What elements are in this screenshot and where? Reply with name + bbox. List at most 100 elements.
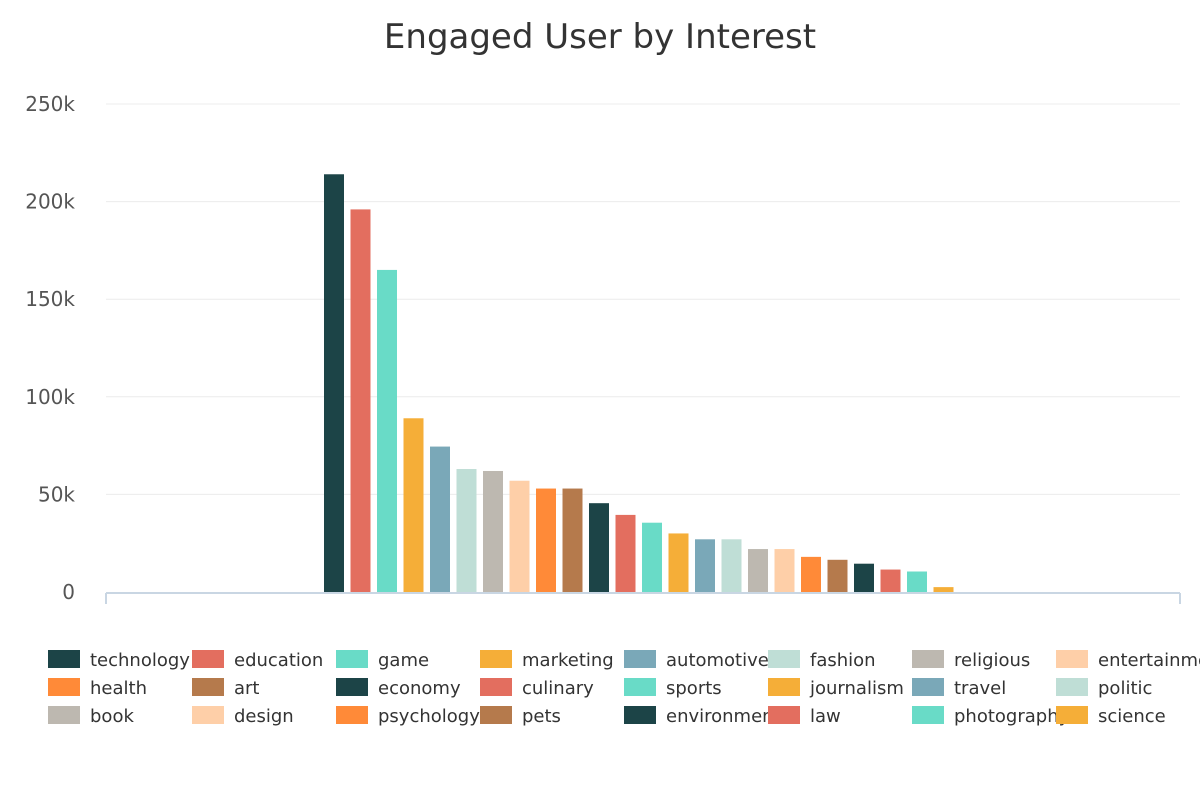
legend-swatch [480,650,512,668]
legend-label: religious [954,650,1030,671]
bar-book[interactable] [748,549,768,592]
legend-swatch [1056,678,1088,696]
legend-swatch [48,706,80,724]
legend-label: economy [378,678,461,699]
legend-item-politic[interactable]: politic [1056,678,1152,699]
bar-photography[interactable] [907,571,927,592]
y-tick-label: 250k [25,92,75,116]
legend-item-pets[interactable]: pets [480,706,561,727]
bar-education[interactable] [350,209,371,592]
legend-item-book[interactable]: book [48,706,134,727]
legend-label: automotive [666,650,769,671]
legend-label: journalism [809,678,904,699]
legend-swatch [912,678,944,696]
bar-automotive[interactable] [430,446,450,592]
y-tick-label: 150k [25,287,75,311]
legend-label: technology [90,650,190,671]
legend-label: fashion [810,650,876,671]
bar-environment[interactable] [854,563,874,592]
chart-title: Engaged User by Interest [384,17,816,57]
legend-item-marketing[interactable]: marketing [480,650,614,671]
legend-swatch [768,678,800,696]
legend-label: law [810,706,841,727]
legend-label: book [90,706,134,727]
legend-label: marketing [522,650,614,671]
legend-swatch [192,706,224,724]
legend-swatch [624,650,656,668]
legend-label: photography [954,706,1070,727]
legend-swatch [768,706,800,724]
legend-label: design [234,706,294,727]
bar-religious[interactable] [483,470,503,592]
legend-label: sports [666,678,722,699]
legend-swatch [480,706,512,724]
legend: technology education game marketing automoti… [48,650,1200,727]
bar-fashion[interactable] [456,469,477,592]
bar-psychology[interactable] [801,556,821,592]
legend-item-entertainment[interactable]: entertainment [1056,650,1200,671]
legend-swatch [336,678,368,696]
legend-label: environment [666,706,781,727]
legend-item-fashion[interactable]: fashion [768,650,876,671]
y-tick-label: 50k [38,482,75,506]
legend-item-game[interactable]: game [336,650,429,671]
legend-label: art [234,678,260,699]
legend-swatch [192,678,224,696]
bar-entertainment[interactable] [509,480,530,592]
bar-health[interactable] [536,488,556,592]
y-tick-label: 100k [25,385,75,409]
bar-sports[interactable] [642,522,662,592]
bar-marketing[interactable] [403,418,424,592]
legend-swatch [48,650,80,668]
legend-swatch [336,650,368,668]
bar-pets[interactable] [827,559,848,592]
legend-item-economy[interactable]: economy [336,678,461,699]
legend-label: game [378,650,429,671]
bar-art[interactable] [562,488,583,592]
legend-swatch [1056,706,1088,724]
legend-item-photography[interactable]: photography [912,706,1070,727]
legend-item-journalism[interactable]: journalism [768,678,904,699]
bar-design[interactable] [774,549,795,592]
legend-swatch [336,706,368,724]
legend-item-education[interactable]: education [192,650,323,671]
bar-economy[interactable] [589,503,609,592]
legend-item-religious[interactable]: religious [912,650,1030,671]
legend-item-design[interactable]: design [192,706,294,727]
legend-item-science[interactable]: science [1056,706,1166,727]
bar-culinary[interactable] [615,514,636,592]
bar-science[interactable] [933,587,954,592]
legend-label: entertainment [1098,650,1200,671]
legend-item-law[interactable]: law [768,706,841,727]
legend-swatch [624,678,656,696]
legend-label: travel [954,678,1006,699]
legend-item-automotive[interactable]: automotive [624,650,769,671]
bar-journalism[interactable] [668,533,689,592]
legend-item-travel[interactable]: travel [912,678,1006,699]
y-axis-ticks: 0 50k 100k 150k 200k 250k [25,92,75,604]
legend-label: pets [522,706,561,727]
bar-politic[interactable] [721,539,742,592]
bar-game[interactable] [377,269,397,592]
bar-law[interactable] [880,569,901,592]
bar-technology[interactable] [324,174,344,592]
legend-swatch [1056,650,1088,668]
legend-label: culinary [522,678,594,699]
legend-swatch [912,706,944,724]
grid-lines [106,103,1180,495]
legend-item-culinary[interactable]: culinary [480,678,594,699]
legend-item-art[interactable]: art [192,678,260,699]
legend-item-technology[interactable]: technology [48,650,190,671]
legend-label: health [90,678,147,699]
legend-item-health[interactable]: health [48,678,147,699]
legend-swatch [768,650,800,668]
legend-label: science [1098,706,1166,727]
bar-travel[interactable] [695,539,715,592]
y-tick-label: 0 [62,580,75,604]
legend-item-sports[interactable]: sports [624,678,722,699]
legend-item-environment[interactable]: environment [624,706,781,727]
legend-label: education [234,650,323,671]
legend-item-psychology[interactable]: psychology [336,706,480,727]
